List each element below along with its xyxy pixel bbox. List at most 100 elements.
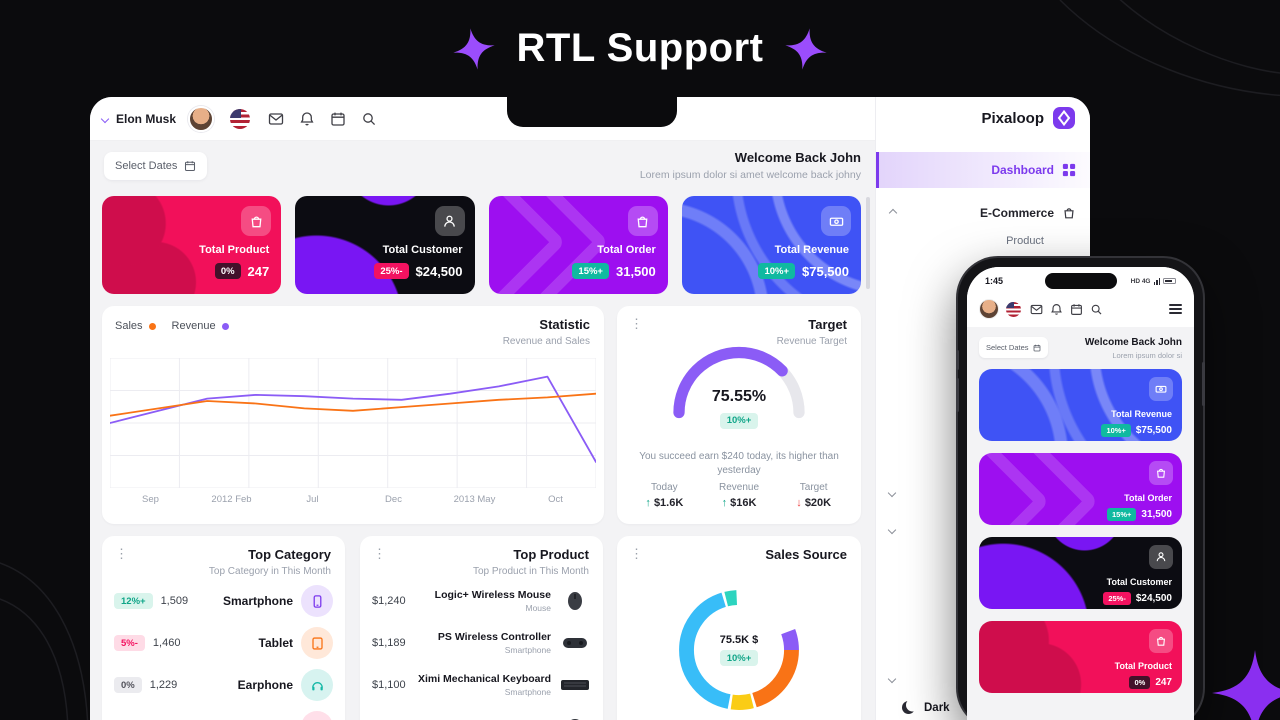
calendar-icon [185,161,196,172]
welcome-title: Welcome Back John [734,150,861,165]
sales-donut-svg [679,590,799,710]
product-category: Smartphone [504,687,551,697]
status-time: 1:45 [985,276,1004,286]
stat-badge: 10%+ [1101,424,1131,437]
category-row: 0% 1,229 Earphone [114,664,333,706]
welcome-title: Welcome Back John [1084,337,1182,348]
search-icon[interactable] [1090,303,1103,316]
phone-notch [1044,273,1117,289]
product-name: Logic+ Wireless Mouse [434,589,551,601]
trend-arrow-icon: ↑ [645,497,651,509]
brand-name: Pixaloop [981,109,1044,127]
sparkle-star-icon [452,27,495,70]
dashboard-window: Elon Musk Select Dates [90,97,1090,720]
stat-badge: 0% [1129,676,1151,689]
stat-card-total-product: Total Product 0% 247 [102,196,282,294]
stat-badge: 10%+ [758,263,795,279]
keyboard-image [559,672,591,698]
sales-source-panel: ⋮ Sales Source 75.5K $ 10%+ [617,536,861,720]
stat-label: Total Product [199,244,270,256]
chevron-down-icon[interactable] [887,674,897,684]
legend-label: Revenue [171,320,216,332]
banner: RTL Support [0,26,1280,71]
sidebar-item-product[interactable]: Product [1006,235,1044,247]
mail-icon[interactable] [263,106,289,132]
flag-icon[interactable] [230,108,251,129]
stat-card-total-customer: Total Customer 25%- $24,500 [295,196,475,294]
category-count: 1,460 [152,637,181,649]
donut-center: 75.5K $ 10%+ [669,580,809,720]
hamburger-menu-icon[interactable] [1169,304,1182,314]
x-label: Sep [142,494,159,505]
stat-badge: 0% [214,263,241,279]
target-gauge [664,340,814,420]
category-count: 1,229 [149,679,178,691]
bell-icon[interactable] [1050,303,1063,316]
kebab-menu-icon[interactable]: ⋮ [630,546,643,561]
controller-image [559,630,591,656]
sidebar-item-dashboard[interactable]: Dashboard [876,152,1090,188]
chevron-down-icon[interactable] [887,488,897,498]
person-icon [1149,545,1173,569]
panel-subtitle: Revenue and Sales [502,336,590,347]
phone-side-button [956,350,959,370]
chevron-down-icon[interactable] [887,525,897,535]
dashboard-grid-icon [1062,163,1076,177]
select-dates-button[interactable]: Select Dates [104,152,208,180]
category-row: 12%+ 1,509 Smartphone [114,580,333,622]
banknote-icon [821,206,851,236]
calendar-icon[interactable] [325,106,351,132]
user-name[interactable]: Elon Musk [116,111,177,126]
kebab-menu-icon[interactable]: ⋮ [373,546,386,561]
product-category: Smartphone [504,645,551,655]
legend-dot [221,322,229,330]
select-dates-button[interactable]: Select Dates [979,337,1048,358]
avatar[interactable] [188,105,215,132]
product-row: $1,189 PS Wireless Controller Smartphone [372,622,591,664]
welcome-block: Welcome Back John Lorem ipsum dolor si a… [640,150,861,181]
avatar[interactable] [979,299,999,319]
dark-mode-toggle[interactable]: Dark [902,701,950,714]
target-stat-today: Today ↑ $1.6K [645,482,684,509]
stat-value: $75,500 [1135,425,1172,436]
phone-welcome-row: Select Dates Welcome Back John Lorem ips… [967,327,1194,362]
x-axis-labels: Sep 2012 Feb Jul Dec 2013 May Oct [110,494,596,505]
flag-icon[interactable] [1006,301,1021,317]
camera-icon [301,711,333,720]
stat-badge: 15%+ [1107,508,1137,521]
stat-cards-row: Total Product 0% 247 Total Customer 25%-… [102,196,861,294]
panel-subtitle: Top Category in This Month [208,566,331,577]
bell-icon[interactable] [294,106,320,132]
phone-topbar [967,291,1194,327]
legend-label: Sales [115,320,143,332]
sidebar-item-ecommerce[interactable]: E-Commerce [876,199,1090,227]
panel-subtitle: Top Product in This Month [473,566,589,577]
bag-icon [241,206,272,236]
category-count: 1,509 [160,595,189,607]
mail-icon[interactable] [1030,303,1043,316]
kebab-menu-icon[interactable]: ⋮ [630,316,643,331]
product-price: $1,189 [372,637,406,649]
signal-icon [1153,277,1160,285]
panel-title: Top Category [248,547,331,562]
top-product-panel: ⋮ Top Product Top Product in This Month … [360,536,603,720]
welcome-subtitle: Lorem ipsum dolor si amet welcome back j… [639,169,861,181]
topbar: Elon Musk [90,97,875,141]
chevron-down-icon[interactable] [100,114,110,123]
search-icon[interactable] [356,106,382,132]
stat-card-total-order: Total Order 15%+ 31,500 [488,196,668,294]
kebab-menu-icon[interactable]: ⋮ [115,546,128,561]
statistic-line-chart [110,358,596,488]
target-stats: Today ↑ $1.6K Revenue ↑ $16K Target ↓ $2… [627,482,851,509]
calendar-icon[interactable] [1070,303,1083,316]
category-row: 5%- 1,460 Tablet [114,622,333,664]
phone-stat-cards: Total Revenue 10%+ $75,500 Total Order 1… [967,362,1194,700]
scrollbar-thumb[interactable] [866,197,870,289]
x-label: Jul [306,494,319,505]
dashboard-main: Elon Musk Select Dates [90,97,875,720]
bag-icon [627,206,658,236]
stat-label: Total Revenue [774,244,849,256]
earphone-icon [301,669,333,701]
device-notch [507,97,677,127]
